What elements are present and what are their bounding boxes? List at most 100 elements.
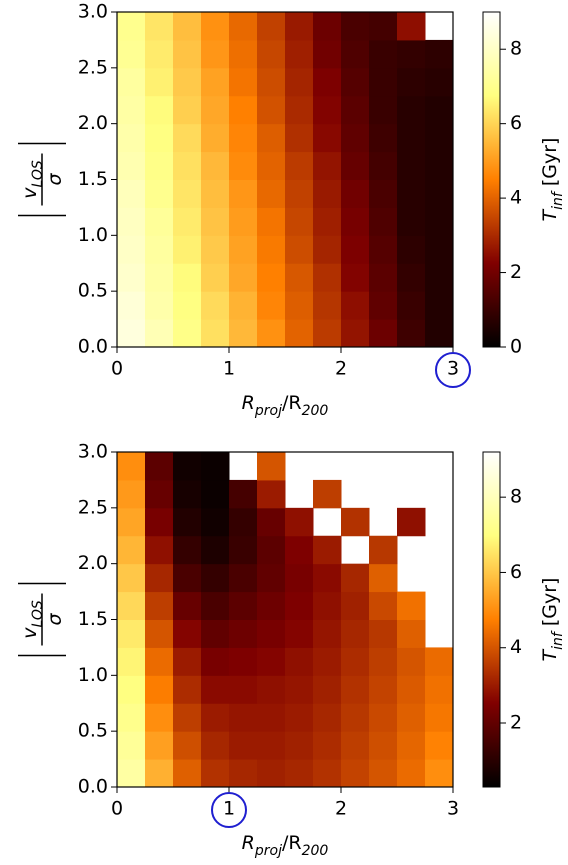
- hex-cell: [257, 123, 286, 153]
- hex-cell: [341, 507, 370, 537]
- hex-cell: [397, 759, 426, 788]
- hex-cell: [285, 207, 314, 236]
- hex-cell: [257, 235, 286, 264]
- hex-cell: [173, 151, 202, 180]
- hex-cell: [425, 703, 454, 732]
- hex-cell: [257, 563, 286, 593]
- hex-cell: [117, 263, 146, 292]
- text-part: T: [539, 648, 561, 661]
- hex-cell: [201, 591, 230, 620]
- colorbar-tick-label: 6: [510, 112, 522, 134]
- hex-cell: [257, 179, 286, 208]
- hex-cell: [257, 619, 286, 648]
- hex-cell: [397, 207, 426, 236]
- subscript: inf: [550, 190, 566, 210]
- text-part: /R: [282, 392, 302, 414]
- hex-cell: [117, 179, 146, 208]
- hex-cell: [257, 591, 286, 620]
- y-tick-label: 1.0: [78, 224, 108, 246]
- hex-cell: [229, 235, 258, 264]
- hex-cell: [117, 151, 146, 180]
- hex-cell: [201, 731, 230, 760]
- hex-cell: [369, 291, 398, 320]
- hex-cell: [285, 507, 314, 537]
- hex-cell: [313, 731, 342, 760]
- hex-cell: [313, 67, 342, 97]
- hex-cell: [285, 759, 314, 788]
- hex-cell: [425, 675, 454, 704]
- hex-cell: [145, 591, 174, 620]
- hex-cell: [201, 619, 230, 648]
- hex-cell: [145, 319, 174, 348]
- hex-cell: [313, 619, 342, 648]
- y-tick-label: 2.0: [78, 552, 108, 574]
- hex-cell: [397, 319, 426, 348]
- highlight-circle: [435, 352, 471, 388]
- colorbar-tick-label: 4: [510, 636, 522, 658]
- hex-cell: [313, 563, 342, 593]
- subscript: proj: [254, 403, 282, 419]
- colorbar-label: Tinf [Gyr]: [539, 138, 567, 222]
- hex-cell: [229, 591, 258, 620]
- hex-cell: [369, 759, 398, 788]
- hex-cell: [145, 703, 174, 732]
- colorbar-label-group: Tinf [Gyr]: [539, 138, 567, 222]
- hex-cell: [397, 507, 426, 537]
- hex-cell: [313, 151, 342, 180]
- y-tick-label: 1.0: [78, 664, 108, 686]
- hex-cell: [341, 731, 370, 760]
- hex-cell: [145, 647, 174, 676]
- hex-cell: [117, 123, 146, 153]
- hex-cell: [313, 123, 342, 153]
- hex-cell: [341, 12, 370, 41]
- colorbar-tick-label: 2: [510, 261, 522, 283]
- colorbar-tick-label: 8: [510, 486, 522, 508]
- hex-cell: [341, 123, 370, 153]
- hex-cell: [341, 291, 370, 320]
- hex-cell: [201, 207, 230, 236]
- hex-cell: [201, 95, 230, 125]
- hex-cell: [257, 647, 286, 676]
- y-tick-label: 2.5: [78, 56, 108, 78]
- hex-cell: [285, 263, 314, 292]
- hex-cell: [397, 731, 426, 760]
- hex-cell: [397, 95, 426, 125]
- hex-cell: [285, 563, 314, 593]
- x-tick-label: 3: [447, 798, 459, 820]
- hex-cell: [173, 235, 202, 264]
- subscript: 200: [302, 843, 329, 859]
- hex-cell: [229, 479, 258, 509]
- hex-cell: [285, 731, 314, 760]
- hex-cell: [369, 123, 398, 153]
- hex-cell: [145, 507, 174, 537]
- hex-cell: [173, 647, 202, 676]
- text-part: [Gyr]: [539, 578, 561, 633]
- hex-cell: [425, 207, 454, 236]
- hex-cell: [229, 759, 258, 788]
- hex-cell: [201, 123, 230, 153]
- hex-cell: [425, 179, 454, 208]
- hex-cell: [341, 703, 370, 732]
- hex-cell: [201, 563, 230, 593]
- hex-cell: [173, 67, 202, 97]
- hex-cell: [313, 591, 342, 620]
- hex-cell: [369, 731, 398, 760]
- hex-cell: [397, 675, 426, 704]
- hex-cell: [425, 263, 454, 292]
- hex-cell: [313, 12, 342, 41]
- hex-cell: [117, 563, 146, 593]
- hex-cell: [285, 675, 314, 704]
- hex-cell: [397, 39, 426, 69]
- hex-cell: [145, 207, 174, 236]
- hex-cell: [369, 263, 398, 292]
- hex-cell: [257, 703, 286, 732]
- hex-cell: [229, 263, 258, 292]
- x-tick-label: 3: [447, 358, 459, 380]
- hex-cell: [145, 95, 174, 125]
- hex-cell: [145, 619, 174, 648]
- hex-cell: [229, 95, 258, 125]
- hex-cell: [369, 319, 398, 348]
- hex-cell: [313, 179, 342, 208]
